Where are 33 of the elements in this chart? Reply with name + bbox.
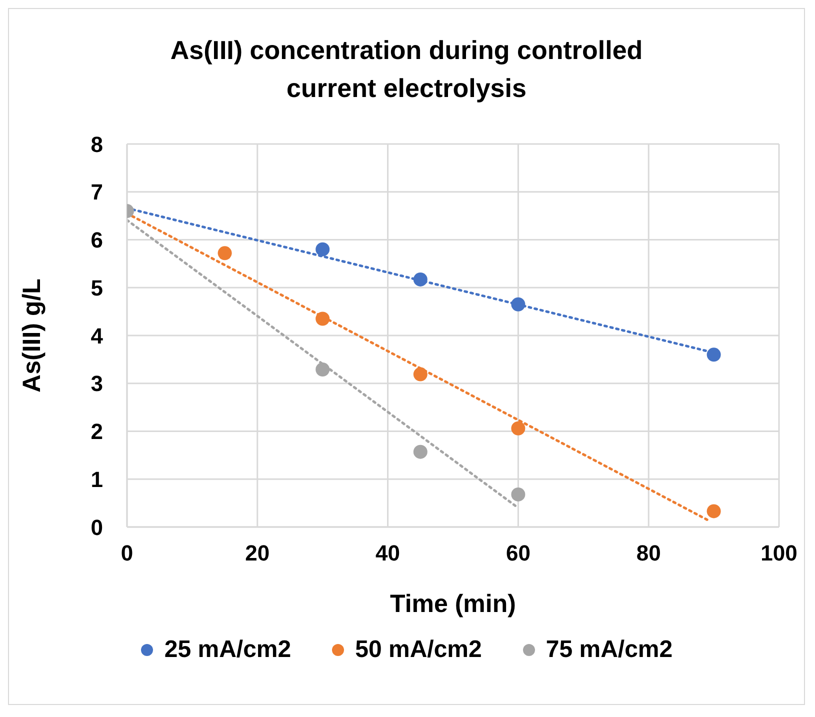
y-tick-label: 2 (90, 419, 103, 444)
point (316, 362, 330, 376)
y-tick-label: 6 (90, 228, 103, 253)
legend-label: 25 mA/cm2 (164, 636, 292, 664)
legend-label: 75 mA/cm2 (546, 636, 673, 664)
y-tick-label: 8 (90, 132, 103, 157)
legend-label: 50 mA/cm2 (355, 636, 482, 664)
y-tick-label: 4 (90, 323, 104, 348)
y-tick-label: 0 (90, 514, 103, 540)
x-tick-label: 100 (760, 540, 798, 566)
point (316, 312, 330, 326)
x-tick-label: 80 (636, 540, 661, 566)
point (511, 297, 526, 312)
point (218, 246, 232, 260)
y-axis-title: As(III) g/L (18, 278, 46, 392)
point (511, 421, 526, 436)
x-axis-title: Time (min) (390, 590, 516, 618)
point (413, 367, 428, 382)
point (413, 272, 428, 286)
x-tick-label: 40 (376, 540, 400, 566)
point (706, 504, 721, 518)
x-tick-label: 0 (120, 540, 134, 566)
point (413, 444, 428, 459)
chart-title: As(III) concentration during controlled current electrolysis (169, 34, 644, 105)
y-tick-label: 1 (90, 466, 103, 492)
point (511, 487, 526, 502)
x-tick-label: 20 (245, 540, 270, 566)
point (316, 242, 330, 256)
point (706, 348, 721, 362)
x-tick-label: 60 (506, 540, 530, 566)
y-tick-label: 7 (90, 180, 103, 205)
y-tick-label: 5 (90, 275, 103, 300)
y-tick-label: 3 (90, 371, 103, 396)
